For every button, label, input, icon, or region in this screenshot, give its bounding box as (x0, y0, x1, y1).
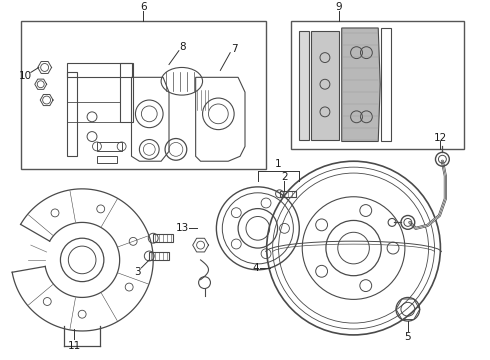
Text: 4: 4 (252, 263, 259, 273)
Text: 12: 12 (434, 132, 447, 143)
Text: 11: 11 (68, 341, 81, 351)
Polygon shape (311, 31, 339, 140)
Polygon shape (299, 31, 309, 140)
Text: 7: 7 (231, 44, 238, 54)
Text: 1: 1 (275, 159, 282, 169)
Text: 3: 3 (134, 267, 141, 277)
Text: 2: 2 (281, 172, 288, 182)
Polygon shape (342, 28, 380, 141)
Bar (21, 21, 266, 169)
Text: 10: 10 (18, 71, 31, 81)
Text: 5: 5 (405, 332, 411, 342)
Bar (292, 21, 464, 149)
Text: 8: 8 (179, 42, 186, 52)
Text: 6: 6 (140, 2, 147, 12)
Text: 13: 13 (176, 223, 190, 233)
Text: 9: 9 (336, 2, 342, 12)
